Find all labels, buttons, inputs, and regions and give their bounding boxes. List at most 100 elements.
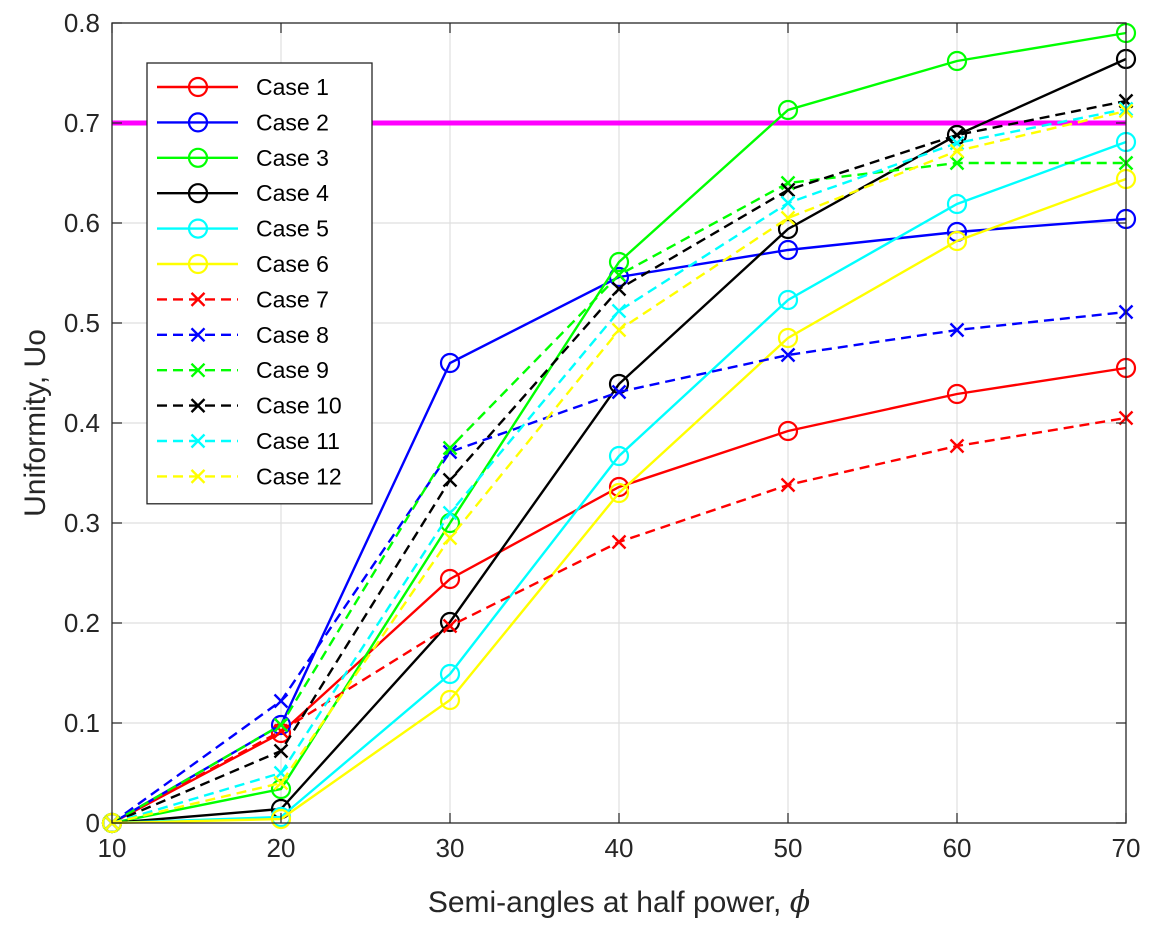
data-point-case-11	[611, 303, 627, 319]
legend-marker	[190, 469, 206, 484]
legend-label: Case 1	[256, 74, 329, 100]
legend-box	[146, 62, 373, 505]
legend-marker	[187, 112, 209, 133]
data-point-case-12	[949, 143, 965, 159]
data-point-case-8	[442, 444, 458, 460]
data-point-case-1	[946, 383, 968, 405]
data-point-case-3	[777, 99, 799, 121]
legend-item: Case 6	[157, 251, 329, 277]
data-point-case-6	[946, 230, 968, 252]
data-point-case-5	[946, 193, 968, 215]
legend-item: Case 9	[157, 357, 329, 383]
legend-marker	[190, 327, 206, 343]
x-tick-label: 30	[436, 833, 465, 863]
legend-item: Case 7	[157, 286, 329, 312]
data-point-case-6	[439, 689, 461, 711]
x-tick-label: 10	[98, 833, 127, 863]
legend-item: Case 4	[157, 180, 329, 206]
x-tick-label: 60	[943, 833, 972, 863]
y-tick-label: 0.1	[64, 708, 100, 738]
data-point-case-9	[273, 717, 289, 733]
y-tick-label: 0.5	[64, 308, 100, 338]
legend-marker	[187, 183, 209, 204]
legend-label: Case 10	[256, 393, 342, 419]
legend-item: Case 3	[157, 145, 329, 171]
legend: Case 1 Case 2 Case 3 Case 4 Case 5 Case 6 Case…	[146, 62, 373, 505]
x-axis-label-symbol: ϕ	[790, 885, 810, 920]
legend-marker	[190, 362, 206, 378]
legend-marker	[190, 433, 206, 449]
data-point-case-7	[949, 438, 965, 454]
y-axis-label: Uniformity, Uo	[19, 329, 52, 517]
data-point-case-12	[611, 322, 627, 338]
legend-label: Case 3	[256, 145, 329, 171]
y-tick-label: 0.3	[64, 508, 100, 538]
data-point-case-6	[777, 327, 799, 349]
legend-marker	[187, 218, 209, 239]
legend-label: Case 12	[256, 463, 342, 489]
data-point-case-7	[780, 477, 796, 493]
legend-marker	[190, 398, 206, 413]
legend-label: Case 4	[256, 180, 329, 206]
data-point-case-8	[949, 322, 965, 338]
x-axis-label: Semi-angles at half power, ϕ	[428, 885, 810, 920]
y-tick-label: 0	[86, 808, 100, 838]
data-point-case-12	[273, 775, 289, 791]
data-point-case-8	[611, 384, 627, 400]
y-tick-label: 0.2	[64, 608, 100, 638]
data-point-case-2	[270, 714, 292, 736]
legend-item: Case 11	[157, 428, 340, 454]
data-point-case-1	[777, 420, 799, 442]
legend-label: Case 5	[256, 216, 329, 242]
data-point-case-6	[608, 482, 630, 504]
data-point-case-2	[777, 239, 799, 261]
data-point-case-5	[439, 663, 461, 685]
data-point-case-1	[439, 568, 461, 590]
y-tick-label: 0.7	[64, 108, 100, 138]
y-tick-label: 0.4	[64, 408, 100, 438]
legend-label: Case 9	[256, 357, 329, 383]
data-point-case-12	[442, 530, 458, 546]
legend-marker	[187, 253, 209, 275]
data-point-case-8	[273, 693, 289, 709]
legend-item: Case 5	[157, 216, 329, 242]
series-line-case-3	[111, 31, 1127, 825]
data-point-case-11	[780, 195, 796, 211]
data-point-case-5	[777, 289, 799, 311]
data-point-case-9	[949, 155, 965, 171]
data-point-case-9	[611, 267, 627, 283]
legend-marker	[187, 147, 209, 168]
series-case-7	[104, 410, 1134, 831]
legend-item: Case 1	[157, 74, 329, 100]
legend-marker	[190, 292, 206, 307]
data-point-case-1	[608, 476, 630, 498]
legend-item: Case 2	[157, 109, 329, 135]
data-point-case-10	[273, 743, 289, 759]
data-point-case-7	[611, 534, 627, 550]
data-point-case-7	[442, 618, 458, 634]
legend-item: Case 10	[157, 393, 342, 419]
x-tick-label: 40	[605, 833, 634, 863]
data-point-case-3	[608, 251, 630, 273]
x-tick-label: 20	[267, 833, 296, 863]
x-tick-label: 50	[774, 833, 803, 863]
data-point-case-6	[270, 808, 292, 830]
legend-label: Case 11	[256, 428, 340, 454]
data-point-case-2	[439, 352, 461, 374]
legend-label: Case 7	[256, 286, 329, 312]
data-point-case-10	[780, 182, 796, 198]
data-point-case-5	[608, 445, 630, 467]
data-point-case-3	[946, 50, 968, 72]
legend-label: Case 6	[256, 251, 329, 277]
y-tick-label: 0.6	[64, 208, 100, 238]
y-tick-label: 0.8	[64, 8, 100, 38]
data-point-case-9	[442, 440, 458, 456]
data-point-case-4	[777, 218, 799, 240]
data-point-case-10	[442, 472, 458, 488]
data-point-case-7	[273, 723, 289, 739]
legend-item: Case 8	[157, 322, 329, 348]
data-point-case-10	[611, 281, 627, 297]
legend-item: Case 12	[157, 463, 342, 489]
